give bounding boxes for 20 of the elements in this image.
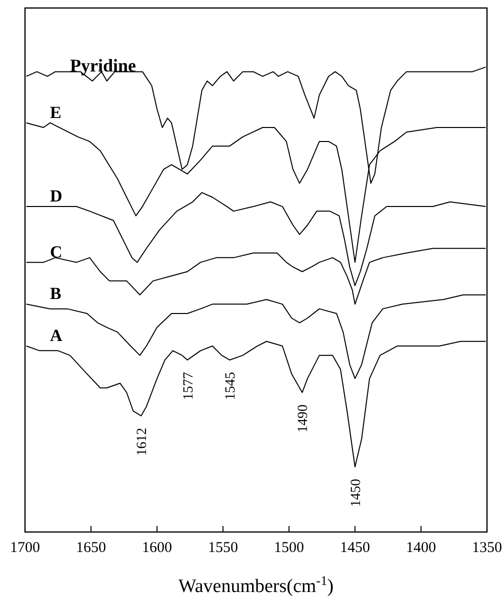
series-label: C (50, 242, 62, 262)
series-label: B (50, 284, 62, 304)
annotation: 1450 (349, 478, 364, 507)
x-tick-label: 1700 (10, 540, 40, 556)
x-tick-label: 1650 (76, 540, 106, 556)
annotation: 1545 (224, 372, 239, 400)
series-label: Pyridine (70, 55, 136, 76)
annotation: 1490 (296, 404, 312, 433)
series-label: D (50, 186, 62, 206)
x-tick-label: 1600 (142, 540, 172, 556)
x-tick-label: 1550 (208, 540, 238, 556)
annotation: 1612 (135, 428, 150, 456)
x-axis-title: Wavenumbers(cm$^{-1}$) (178, 572, 334, 597)
series-label: E (50, 102, 62, 122)
x-tick-label: 1500 (274, 540, 304, 556)
x-tick-label: 1450 (340, 540, 370, 556)
x-tick-label: 1400 (406, 540, 436, 556)
annotation: 1577 (181, 372, 196, 400)
x-tick-label: 1350 (472, 540, 502, 556)
series-label: A (50, 326, 63, 346)
